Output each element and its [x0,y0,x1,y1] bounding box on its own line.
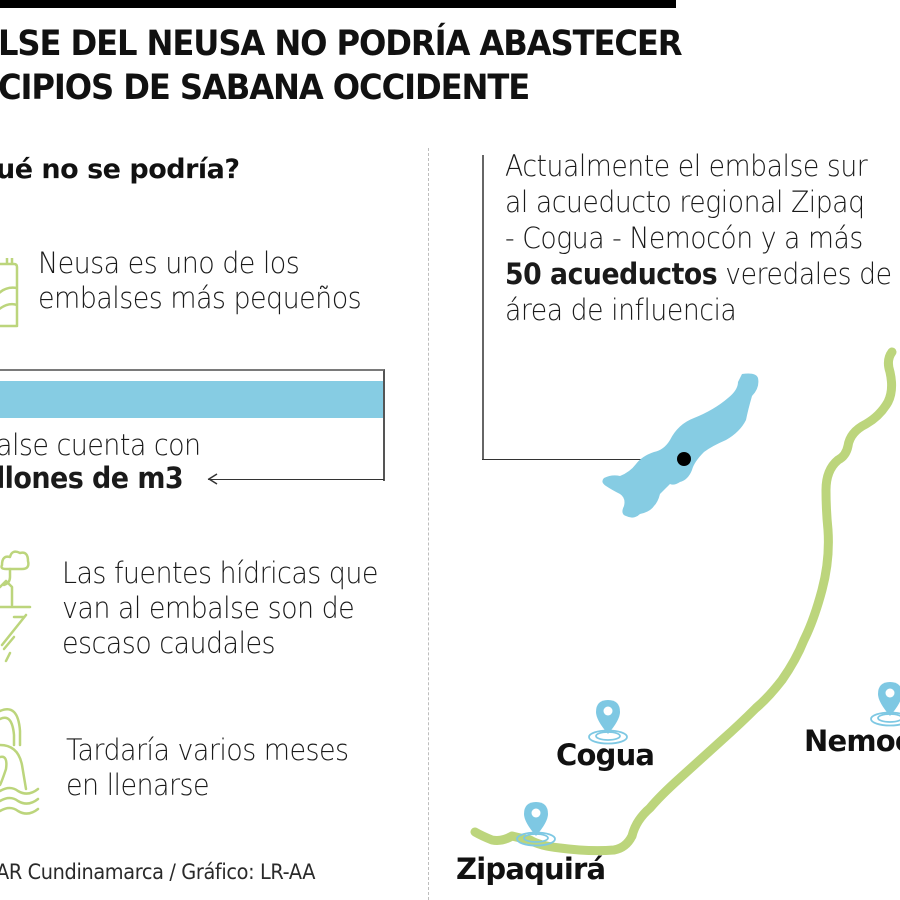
city-label-cogua: Cogua [556,738,655,772]
source-credit: AR Cundinamarca / Gráfico: LR-AA [0,860,316,884]
top-bar [0,0,676,8]
capacity-value: llones de m3 [0,461,184,495]
zipaquira-pin-icon [516,802,556,847]
capacity-arrow-line [208,479,384,480]
water-drop-waves-icon [0,708,40,815]
capacity-bar [0,381,383,418]
dam-wall-icon [0,258,19,328]
capacity-frame [0,369,385,481]
arrow-left-icon [207,473,218,485]
callout-line-vertical [482,155,484,460]
page-title: LSE DEL NEUSA NO PODRÍA ABASTECER CIPIOS… [0,22,683,110]
title-line-2: CIPIOS DE SABANA OCCIDENTE [0,68,530,108]
capacity-text: alse cuenta con [0,428,201,462]
city-label-zipaquira: Zipaquirá [456,852,606,886]
column-divider [428,148,429,900]
title-line-1: LSE DEL NEUSA NO PODRÍA ABASTECER [0,24,683,64]
landscape-streams-icon [0,550,32,663]
section-subtitle: ué no se podría? [0,154,240,185]
city-label-nemocon: Nemoc [804,724,900,758]
nemocon-pin-icon [870,682,900,727]
item-low-flow: Las fuentes hídricas que van al embalse … [62,556,378,660]
item-fill-time: Tardaría varios meses en llenarse [66,733,349,802]
aqueduct-count: 50 acueductos [505,257,718,291]
callout-line-horizontal [482,459,685,460]
description-text: Actualmente el embalse sur al acueducto … [505,149,892,327]
cogua-pin-icon [588,700,628,745]
item-small-reservoir: Neusa es uno de los embalses más pequeño… [38,246,362,315]
